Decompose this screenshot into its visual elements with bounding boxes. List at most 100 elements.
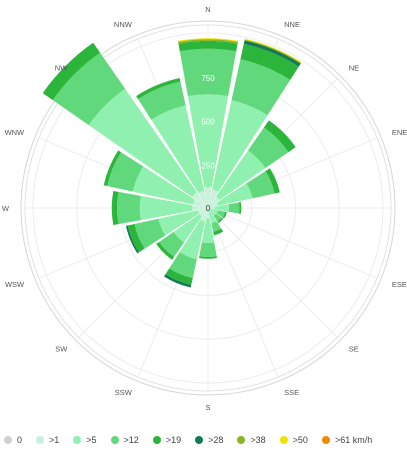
bar-ne-19: [263, 120, 296, 153]
grid-spoke: [207, 207, 338, 338]
bar-se-1: [208, 208, 211, 211]
bar-n-38: [178, 39, 238, 44]
bar-se-5: [209, 209, 216, 216]
legend-item[interactable]: >1: [36, 435, 59, 445]
grid-spoke: [207, 207, 378, 279]
legend-item[interactable]: >50: [279, 435, 308, 445]
bar-ene-1: [208, 202, 219, 208]
bar-nnw-19: [136, 78, 181, 100]
bar-wnw-5: [132, 166, 195, 205]
radial-tick-label: 250: [201, 161, 215, 170]
direction-label-n: N: [205, 5, 210, 14]
legend-item[interactable]: >12: [110, 435, 139, 445]
legend-swatch: [110, 436, 119, 444]
legend-swatch: [152, 436, 161, 444]
direction-label-nne: NNE: [284, 20, 300, 29]
direction-label-s: S: [205, 403, 210, 412]
bar-n-1: [204, 187, 212, 208]
bar-w-19: [111, 190, 119, 226]
bar-se-12: [213, 213, 222, 222]
legend-label: >38: [250, 435, 266, 445]
legend-label: >12: [123, 435, 139, 445]
bar-nne-12: [231, 59, 291, 116]
legend-label: >61 km/h: [334, 435, 373, 445]
radial-tick-label: 500: [201, 118, 215, 127]
bar-wnw-19: [103, 150, 122, 187]
bar-ne-5: [215, 150, 266, 201]
bar-nnw-1: [198, 190, 208, 208]
bar-ese-1: [208, 208, 212, 210]
bar-w-5: [139, 195, 193, 221]
bar-wsw-1: [197, 208, 208, 214]
bar-e-19: [239, 202, 242, 214]
bar-ne-1: [208, 196, 220, 208]
bar-ese-5: [210, 208, 219, 214]
bar-e-12: [228, 202, 240, 214]
bar-w-12: [117, 191, 141, 225]
bar-w-1: [192, 205, 208, 211]
bar-sw-5: [173, 213, 203, 243]
legend-label: >19: [165, 435, 182, 445]
bar-s-19: [199, 256, 217, 259]
legend-item[interactable]: 0: [4, 435, 22, 445]
legend-item[interactable]: >28: [195, 435, 223, 445]
bar-nw-19: [42, 42, 101, 101]
legend-label: >50: [292, 435, 308, 445]
bar-nw-1: [192, 192, 208, 208]
outer-ring: [20, 20, 396, 396]
legend-item[interactable]: >38: [237, 435, 266, 445]
direction-label-wsw: WSW: [5, 280, 25, 289]
legend-item[interactable]: >19: [152, 435, 182, 445]
direction-label-nw: NW: [55, 63, 68, 72]
bar-ssw-12: [169, 252, 197, 279]
bar-ese-12: [216, 210, 226, 218]
bar-ssw-1: [200, 208, 208, 222]
bar-se-19: [217, 217, 224, 224]
direction-label-se: SE: [349, 345, 359, 354]
bar-sw-12: [159, 231, 185, 257]
bar-s-12: [199, 242, 217, 257]
bar-nw-12: [52, 52, 126, 126]
direction-label-sw: SW: [55, 345, 68, 354]
direction-label-ssw: SSW: [115, 388, 133, 397]
radial-tick-label: 750: [201, 74, 215, 83]
legend-item[interactable]: >5: [73, 435, 97, 445]
bar-sse-19: [213, 228, 224, 236]
legend-label: >5: [86, 435, 97, 445]
center-label: 0: [206, 204, 211, 213]
bar-nne-5: [212, 100, 268, 192]
bar-wsw-28: [125, 225, 139, 254]
direction-label-sse: SSE: [284, 388, 299, 397]
direction-label-wnw: WNW: [5, 128, 25, 137]
bar-n-50: [177, 38, 239, 42]
bar-n-12: [179, 48, 237, 97]
bar-ene-12: [246, 171, 275, 199]
bar-sw-19: [156, 241, 175, 260]
bar-nne-19: [240, 43, 299, 80]
grid-spoke: [207, 207, 279, 378]
bar-ese-19: [222, 211, 227, 219]
legend-item[interactable]: >61 km/h: [321, 435, 373, 445]
direction-label-w: W: [2, 204, 10, 213]
bar-ene-19: [265, 168, 280, 194]
bar-nne-28: [243, 40, 301, 67]
bar-s-1: [206, 208, 210, 219]
bar-n-19: [178, 40, 238, 52]
bar-e-5: [214, 204, 229, 212]
direction-label-ne: NE: [349, 63, 359, 72]
bar-ssw-5: [179, 219, 206, 260]
bar-ssw-19: [165, 268, 193, 285]
legend-label: 0: [17, 435, 23, 445]
direction-label-ese: ESE: [392, 280, 407, 289]
radial-tick-labels: 250 500 750 1000 0: [199, 30, 217, 213]
bar-nnw-5: [151, 105, 205, 194]
bar-ene-5: [216, 183, 253, 206]
bar-sse-12: [211, 221, 222, 232]
direction-label-ene: ENE: [392, 128, 407, 137]
direction-label-nnw: NNW: [114, 20, 133, 29]
legend-swatch: [279, 436, 288, 444]
bar-wnw-1: [192, 199, 208, 208]
bar-sse-1: [208, 208, 210, 212]
legend-swatch: [73, 436, 82, 444]
